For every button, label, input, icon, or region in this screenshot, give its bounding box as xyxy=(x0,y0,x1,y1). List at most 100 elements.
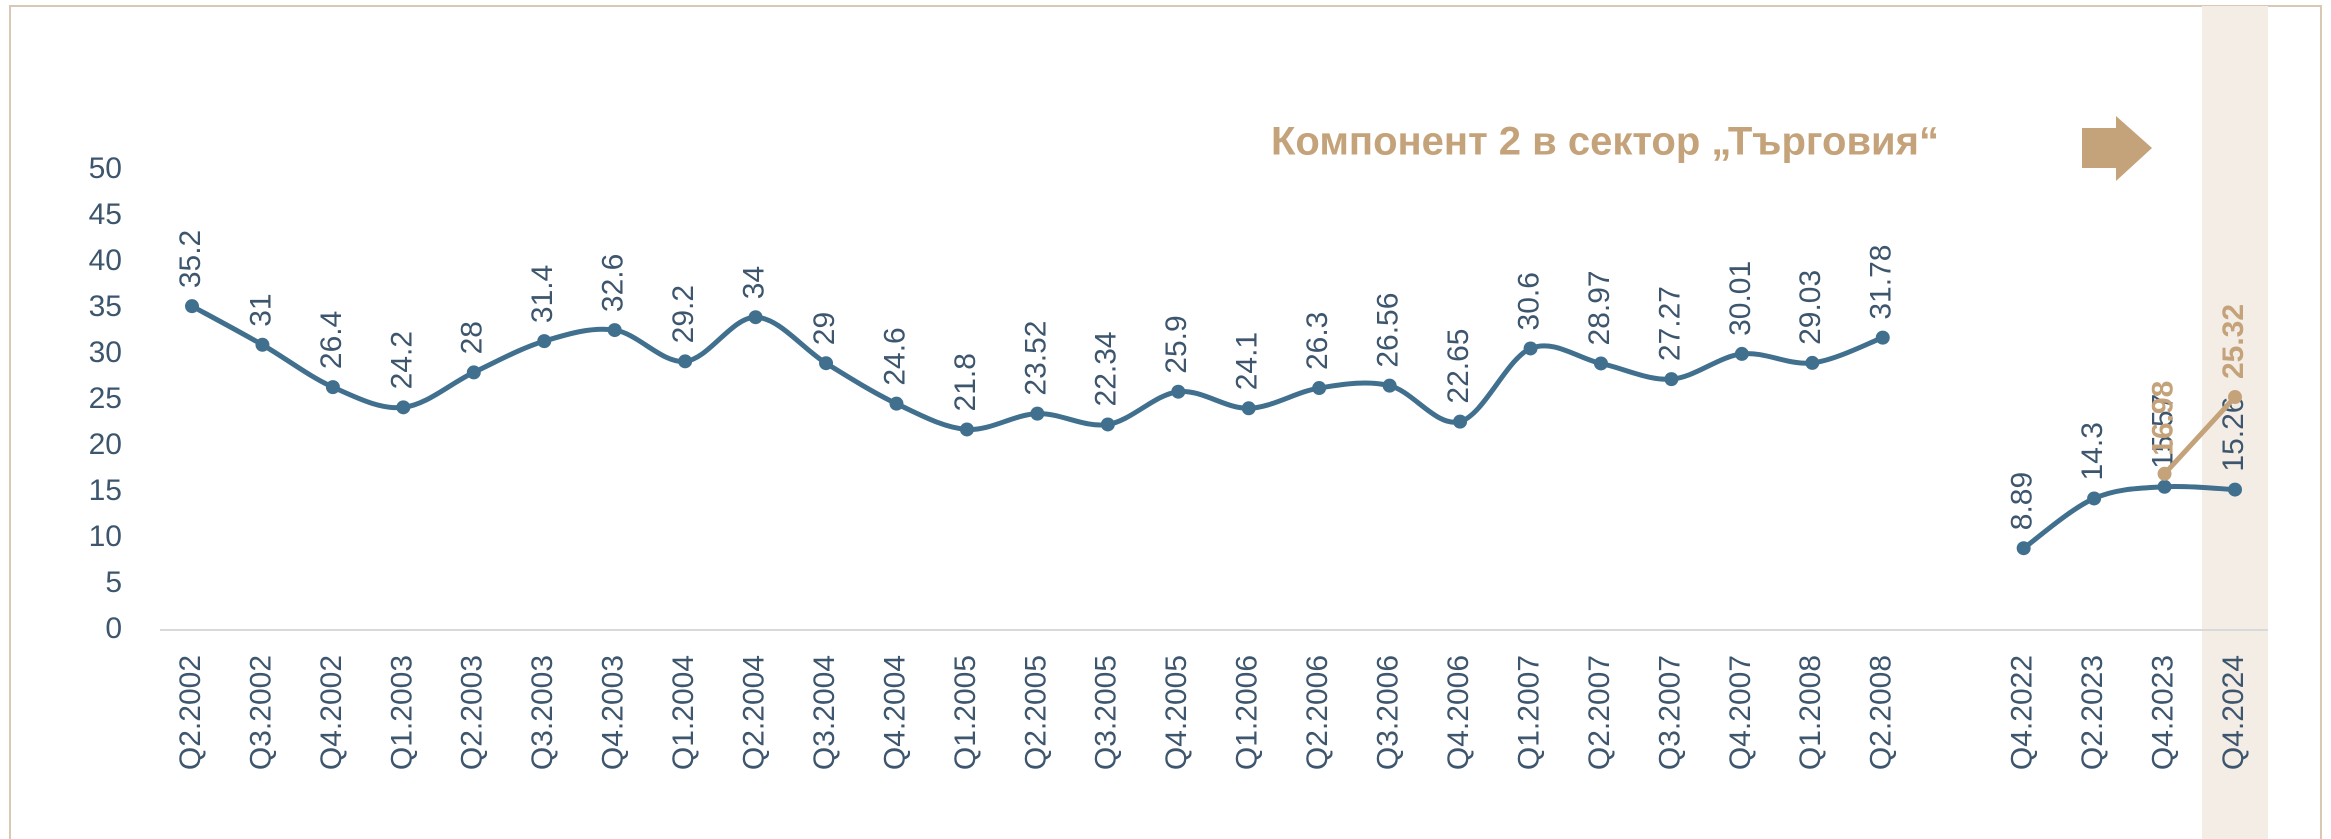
y-tick-label: 35 xyxy=(89,290,122,323)
data-label: 24.1 xyxy=(1231,332,1264,390)
data-point xyxy=(1312,381,1327,396)
y-tick-label: 30 xyxy=(89,336,122,369)
data-point xyxy=(1593,356,1608,371)
x-tick-label: Q4.2003 xyxy=(597,655,630,770)
x-tick-label: Q3.2004 xyxy=(808,655,841,770)
x-tick-label: Q4.2004 xyxy=(878,655,911,770)
series-line xyxy=(2162,395,2237,476)
x-tick-label: Q1.2008 xyxy=(1794,655,1827,770)
data-label: 16.98 xyxy=(2146,381,2179,456)
data-point xyxy=(185,299,199,314)
data-point xyxy=(2157,466,2172,481)
x-tick-label: Q3.2002 xyxy=(244,655,277,770)
y-tick-label: 25 xyxy=(89,382,122,415)
data-point xyxy=(396,400,411,415)
data-point xyxy=(1171,384,1186,399)
data-label: 30.6 xyxy=(1512,272,1545,330)
y-tick-label: 40 xyxy=(89,244,122,277)
data-point xyxy=(1875,330,1890,345)
data-label: 34 xyxy=(738,266,771,299)
x-tick-label: Q2.2006 xyxy=(1301,655,1334,770)
data-label: 26.3 xyxy=(1301,312,1334,370)
data-label: 32.6 xyxy=(597,254,630,312)
data-label: 15.57 xyxy=(2146,394,2179,469)
x-tick-label: Q4.2006 xyxy=(1442,655,1475,770)
data-label: 26.56 xyxy=(1372,293,1405,368)
x-tick-label: Q2.2007 xyxy=(1583,655,1616,770)
y-tick-label: 0 xyxy=(105,612,122,645)
data-label: 31 xyxy=(244,293,277,326)
data-point xyxy=(2228,390,2242,405)
data-point xyxy=(1241,401,1256,416)
frame xyxy=(9,5,2322,839)
data-point xyxy=(819,356,834,371)
data-point xyxy=(678,354,693,369)
data-point xyxy=(748,310,763,325)
data-label: 27.27 xyxy=(1653,286,1686,361)
data-label: 30.01 xyxy=(1724,261,1757,336)
data-point xyxy=(466,365,481,380)
x-tick-label: Q1.2004 xyxy=(667,655,700,770)
x-tick-label: Q4.2005 xyxy=(1160,655,1193,770)
data-label: 25.9 xyxy=(1160,315,1193,373)
series-line xyxy=(2022,483,2236,551)
data-label: 22.34 xyxy=(1090,331,1123,406)
data-point xyxy=(2087,491,2102,506)
data-label: 8.89 xyxy=(2006,472,2039,530)
data-point xyxy=(1664,372,1679,387)
data-point xyxy=(2228,482,2242,497)
x-tick-label: Q3.2003 xyxy=(526,655,559,770)
x-tick-label: Q3.2006 xyxy=(1372,655,1405,770)
data-label: 35.2 xyxy=(174,230,207,288)
data-point xyxy=(1805,355,1820,370)
x-tick-label: Q4.2024 xyxy=(2217,655,2250,770)
data-label: 24.6 xyxy=(878,327,911,385)
y-tick-label: 50 xyxy=(89,152,122,185)
data-point xyxy=(1382,378,1397,393)
x-tick-label: Q2.2008 xyxy=(1865,655,1898,770)
data-label: 22.65 xyxy=(1442,329,1475,404)
x-tick-label: Q4.2022 xyxy=(2006,655,2039,770)
data-label: 31.78 xyxy=(1865,245,1898,320)
y-tick-label: 20 xyxy=(89,428,122,461)
data-point xyxy=(889,396,904,411)
data-point xyxy=(255,337,270,352)
x-tick-label: Q1.2003 xyxy=(385,655,418,770)
x-tick-label: Q2.2005 xyxy=(1019,655,1052,770)
data-label: 24.2 xyxy=(385,331,418,389)
data-label: 31.4 xyxy=(526,265,559,323)
y-tick-label: 15 xyxy=(89,474,122,507)
data-point xyxy=(537,334,552,349)
data-point xyxy=(1100,417,1115,432)
x-tick-label: Q2.2004 xyxy=(738,655,771,770)
data-point xyxy=(2157,479,2172,494)
data-label: 21.8 xyxy=(949,353,982,411)
y-tick-label: 5 xyxy=(105,566,122,599)
x-tick-label: Q4.2007 xyxy=(1724,655,1757,770)
y-tick-label: 45 xyxy=(89,198,122,231)
x-tick-label: Q2.2003 xyxy=(456,655,489,770)
x-tick-label: Q3.2007 xyxy=(1653,655,1686,770)
data-point xyxy=(2016,541,2031,556)
data-point xyxy=(1523,341,1538,356)
x-tick-label: Q4.2002 xyxy=(315,655,348,770)
data-label: 14.3 xyxy=(2076,422,2109,480)
data-point xyxy=(1734,346,1749,361)
data-label: 23.52 xyxy=(1019,321,1052,396)
data-label: 29.2 xyxy=(667,285,700,343)
x-tick-label: Q1.2005 xyxy=(949,655,982,770)
x-tick-label: Q3.2005 xyxy=(1090,655,1123,770)
arrow xyxy=(2082,116,2152,181)
data-point xyxy=(1453,414,1468,429)
data-point xyxy=(1030,406,1045,421)
data-point xyxy=(959,422,974,437)
data-label: 28 xyxy=(456,321,489,354)
x-tick-label: Q1.2007 xyxy=(1512,655,1545,770)
data-label: 25.32 xyxy=(2217,304,2250,379)
data-point xyxy=(325,380,340,395)
x-tick-label: Q2.2023 xyxy=(2076,655,2109,770)
y-tick-label: 10 xyxy=(89,520,122,553)
data-label: 29 xyxy=(808,312,841,345)
data-point xyxy=(607,323,622,338)
